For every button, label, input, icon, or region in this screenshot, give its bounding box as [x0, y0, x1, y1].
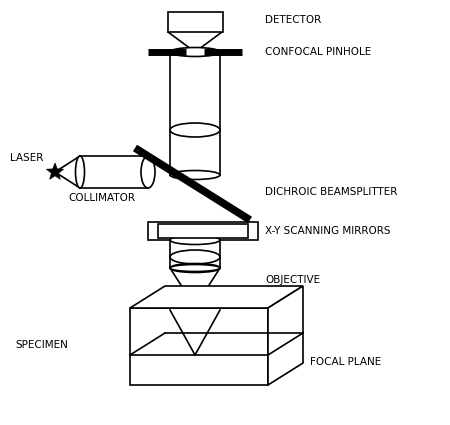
Text: DICHROIC BEAMSPLITTER: DICHROIC BEAMSPLITTER — [265, 187, 397, 197]
Text: SPECIMEN: SPECIMEN — [15, 340, 68, 350]
Ellipse shape — [170, 264, 220, 272]
Ellipse shape — [170, 235, 220, 244]
Ellipse shape — [170, 250, 220, 264]
Ellipse shape — [141, 156, 155, 188]
Ellipse shape — [170, 123, 220, 137]
PathPatch shape — [46, 163, 63, 179]
Text: DETECTOR: DETECTOR — [265, 15, 321, 25]
Text: CONFOCAL PINHOLE: CONFOCAL PINHOLE — [265, 47, 371, 57]
Bar — [167, 12, 222, 32]
Ellipse shape — [76, 156, 85, 188]
Text: OBJECTIVE: OBJECTIVE — [265, 275, 320, 285]
Text: FOCAL PLANE: FOCAL PLANE — [310, 357, 381, 367]
Text: X-Y SCANNING MIRRORS: X-Y SCANNING MIRRORS — [265, 226, 391, 236]
Polygon shape — [268, 286, 303, 385]
Bar — [148, 222, 258, 240]
Text: LASER: LASER — [10, 153, 43, 163]
Ellipse shape — [170, 48, 220, 57]
Ellipse shape — [170, 170, 220, 179]
Polygon shape — [130, 286, 303, 308]
Bar — [158, 224, 248, 238]
Bar — [130, 308, 268, 385]
Text: COLLIMATOR: COLLIMATOR — [68, 193, 135, 203]
Ellipse shape — [170, 264, 220, 272]
